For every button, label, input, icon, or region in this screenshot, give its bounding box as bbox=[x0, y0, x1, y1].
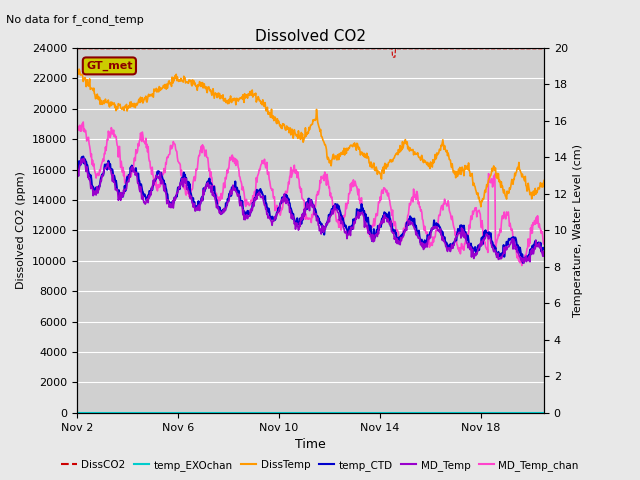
Text: No data for f_cond_temp: No data for f_cond_temp bbox=[6, 14, 144, 25]
Title: Dissolved CO2: Dissolved CO2 bbox=[255, 29, 366, 44]
X-axis label: Time: Time bbox=[295, 438, 326, 451]
Y-axis label: Dissolved CO2 (ppm): Dissolved CO2 (ppm) bbox=[16, 171, 26, 289]
Y-axis label: Temperature, Water Level (cm): Temperature, Water Level (cm) bbox=[573, 144, 584, 317]
Legend: DissCO2, temp_EXOchan, DissTemp, temp_CTD, MD_Temp, MD_Temp_chan: DissCO2, temp_EXOchan, DissTemp, temp_CT… bbox=[57, 456, 583, 475]
Text: GT_met: GT_met bbox=[86, 61, 132, 71]
